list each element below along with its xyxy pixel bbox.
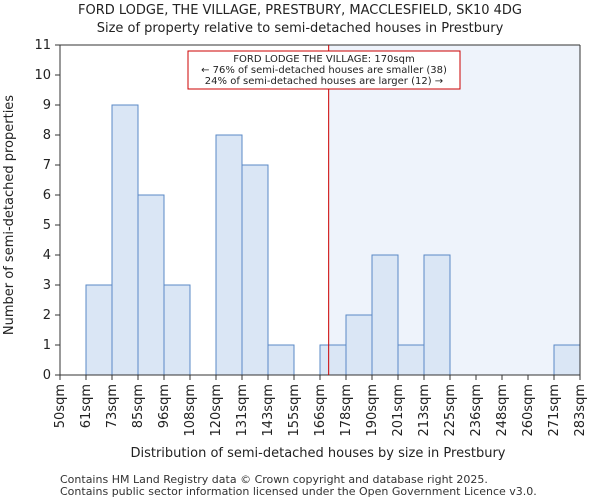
annotation-line: 24% of semi-detached houses are larger (… <box>205 76 443 87</box>
chart-title: FORD LODGE, THE VILLAGE, PRESTBURY, MACC… <box>78 3 522 18</box>
x-tick-label: 213sqm <box>417 384 432 437</box>
y-tick-label: 7 <box>43 158 51 173</box>
x-tick-label: 96sqm <box>157 384 172 428</box>
footer-line-1: Contains HM Land Registry data © Crown c… <box>60 473 488 486</box>
y-tick-label: 3 <box>43 278 51 293</box>
histogram-bar <box>163 284 191 376</box>
y-tick-label: 1 <box>43 338 51 353</box>
x-tick-label: 85sqm <box>131 384 146 428</box>
annotation-box <box>187 50 461 90</box>
y-tick-label: 5 <box>43 218 51 233</box>
y-tick-label: 8 <box>43 128 51 143</box>
y-tick-label: 10 <box>34 68 51 83</box>
y-tick-label: 11 <box>34 38 51 53</box>
x-tick-label: 225sqm <box>443 384 458 437</box>
x-axis-label: Distribution of semi-detached houses by … <box>130 446 505 461</box>
histogram-bar <box>215 134 243 376</box>
x-tick-label: 166sqm <box>313 384 328 437</box>
histogram-bar <box>345 314 373 376</box>
x-tick-label: 283sqm <box>573 384 588 437</box>
x-tick-label: 61sqm <box>79 384 94 428</box>
x-tick-label: 248sqm <box>495 384 510 437</box>
histogram-bar <box>423 254 451 376</box>
y-tick-label: 6 <box>43 188 51 203</box>
chart-subtitle: Size of property relative to semi-detach… <box>97 21 504 36</box>
histogram-bar <box>85 284 113 376</box>
x-tick-label: 155sqm <box>287 384 302 437</box>
x-tick-label: 50sqm <box>53 384 68 428</box>
x-tick-label: 108sqm <box>183 384 198 437</box>
x-tick-label: 260sqm <box>521 384 536 437</box>
y-tick-label: 0 <box>43 368 51 383</box>
y-tick-label: 2 <box>43 308 51 323</box>
x-tick-label: 271sqm <box>547 384 562 437</box>
histogram-bar <box>319 344 347 376</box>
histogram-bar <box>241 164 269 376</box>
histogram-bar <box>553 344 581 376</box>
x-tick-label: 236sqm <box>469 384 484 437</box>
histogram-bar <box>397 344 425 376</box>
annotation-line: FORD LODGE THE VILLAGE: 170sqm <box>233 54 414 65</box>
histogram-bar <box>137 194 165 376</box>
y-axis-label: Number of semi-detached properties <box>2 95 17 335</box>
histogram-bar <box>371 254 399 376</box>
x-tick-label: 131sqm <box>235 384 250 437</box>
plot-area: 0 1 2 3 4 5 6 7 8 9 10 11 50sqm 61sqm 73sqm 85sqm 96sqm 1… <box>34 38 588 437</box>
x-tick-label: 143sqm <box>261 384 276 437</box>
x-tick-label: 120sqm <box>209 384 224 437</box>
histogram-bar <box>111 104 139 376</box>
footer-line-2: Contains public sector information licen… <box>60 485 537 498</box>
histogram-bar <box>267 344 295 376</box>
x-tick-label: 190sqm <box>365 384 380 437</box>
x-tick-label: 73sqm <box>105 384 120 428</box>
x-tick-label: 178sqm <box>339 384 354 437</box>
y-tick-label: 9 <box>43 98 51 113</box>
y-tick-label: 4 <box>43 248 51 263</box>
annotation-line: ← 76% of semi-detached houses are smalle… <box>201 65 447 76</box>
x-tick-label: 201sqm <box>391 384 406 437</box>
